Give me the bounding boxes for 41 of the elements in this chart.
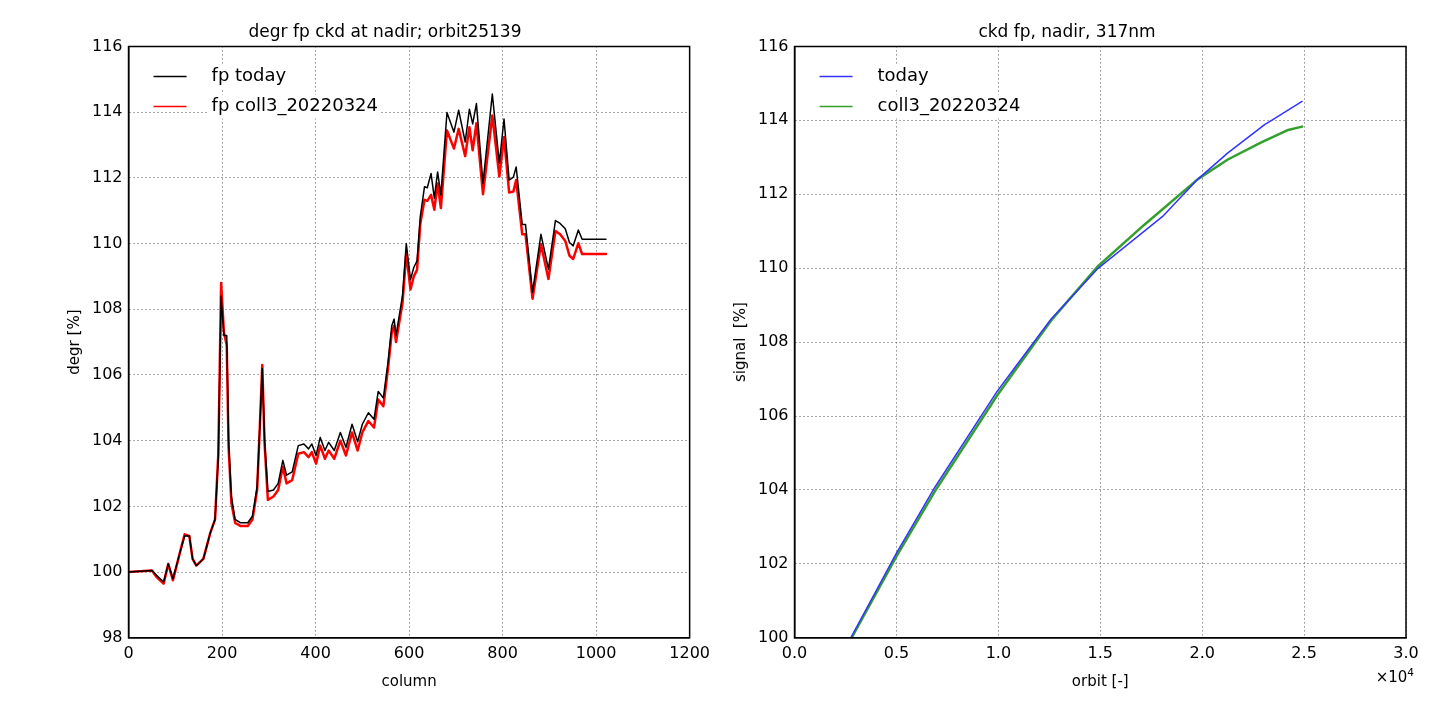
x-tick-label: 1200	[669, 642, 710, 662]
x-tick-label: 0	[123, 642, 134, 662]
y-axis-title: degr [%]	[64, 309, 83, 375]
y-tick-label: 106	[91, 364, 123, 384]
y-tick-label: 98	[102, 626, 123, 646]
y-tick-label: 108	[91, 298, 123, 318]
x-tick-label: 2.5	[1291, 642, 1317, 662]
x-tick-label: 1.0	[985, 642, 1012, 662]
legend-label: coll3_20220324	[877, 94, 1021, 117]
y-tick-label: 112	[91, 166, 123, 186]
x-tick-label: 3.0	[1393, 642, 1419, 662]
y-tick-label: 116	[757, 35, 789, 55]
y-tick-label: 102	[91, 495, 123, 515]
y-tick-label: 100	[91, 561, 123, 581]
chart-title: degr fp ckd at nadir; orbit25139	[248, 20, 522, 41]
y-tick-label: 110	[91, 232, 123, 252]
x-tick-label: 400	[300, 642, 331, 662]
x-tick-label: 1000	[575, 642, 617, 662]
x-tick-label: 2.0	[1189, 642, 1215, 662]
y-tick-label: 106	[757, 405, 789, 425]
y-axis-title: signal [%]	[730, 302, 749, 383]
x-tick-label: 1.5	[1087, 642, 1113, 662]
y-tick-label: 112	[757, 183, 789, 203]
x-axis-title: column	[381, 671, 437, 690]
y-tick-label: 114	[757, 109, 789, 129]
x-tick-label: 600	[393, 642, 425, 662]
y-tick-label: 116	[91, 35, 123, 55]
x-tick-label: 200	[206, 642, 238, 662]
y-tick-label: 108	[757, 331, 789, 351]
y-tick-label: 102	[757, 553, 789, 573]
x-tick-label: 0.5	[883, 642, 910, 662]
legend-label: fp today	[211, 64, 287, 86]
y-tick-label: 110	[757, 257, 789, 277]
y-tick-label: 104	[91, 429, 123, 449]
x-tick-label: 800	[487, 642, 518, 662]
y-tick-label: 114	[91, 101, 123, 121]
legend-label: fp coll3_20220324	[211, 94, 379, 117]
y-tick-label: 104	[757, 479, 789, 499]
chart-title: ckd fp, nadir, 317nm	[978, 20, 1156, 41]
legend-label: today	[877, 64, 930, 86]
x-axis-title: orbit [-]	[1071, 671, 1129, 690]
